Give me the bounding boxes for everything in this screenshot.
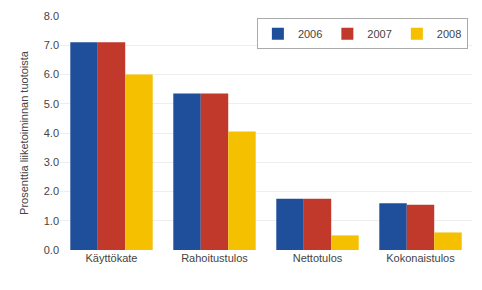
svg-text:7.0: 7.0 bbox=[44, 39, 59, 51]
svg-text:8.0: 8.0 bbox=[44, 10, 59, 22]
svg-text:Rahoitustulos: Rahoitustulos bbox=[181, 252, 248, 264]
svg-text:2.0: 2.0 bbox=[44, 185, 59, 197]
svg-text:2006: 2006 bbox=[298, 28, 322, 40]
svg-text:4.0: 4.0 bbox=[44, 127, 59, 139]
svg-text:0.0: 0.0 bbox=[44, 244, 59, 256]
svg-text:1.0: 1.0 bbox=[44, 215, 59, 227]
svg-text:Kokonaistulos: Kokonaistulos bbox=[386, 252, 455, 264]
svg-text:2007: 2007 bbox=[367, 28, 391, 40]
svg-text:Prosenttia liiketoiminnan tuot: Prosenttia liiketoiminnan tuotoista bbox=[18, 50, 30, 215]
svg-text:6.0: 6.0 bbox=[44, 68, 59, 80]
svg-text:3.0: 3.0 bbox=[44, 156, 59, 168]
svg-text:Nettotulos: Nettotulos bbox=[293, 252, 343, 264]
svg-text:5.0: 5.0 bbox=[44, 98, 59, 110]
svg-text:Käyttökate: Käyttökate bbox=[86, 252, 138, 264]
svg-text:2008: 2008 bbox=[437, 28, 461, 40]
